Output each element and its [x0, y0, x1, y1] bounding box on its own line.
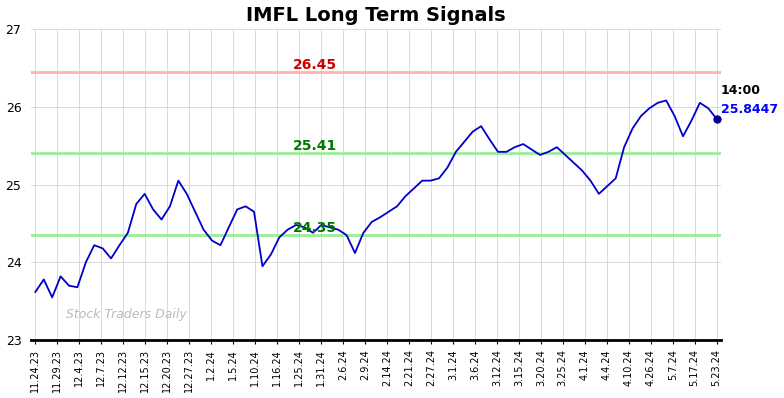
Text: 24.35: 24.35 [293, 221, 337, 235]
Text: 25.41: 25.41 [293, 139, 337, 152]
Title: IMFL Long Term Signals: IMFL Long Term Signals [246, 6, 506, 25]
Text: 26.45: 26.45 [293, 58, 337, 72]
Text: 25.8447: 25.8447 [720, 103, 778, 116]
Text: 14:00: 14:00 [720, 84, 760, 97]
Text: Stock Traders Daily: Stock Traders Daily [66, 308, 187, 322]
